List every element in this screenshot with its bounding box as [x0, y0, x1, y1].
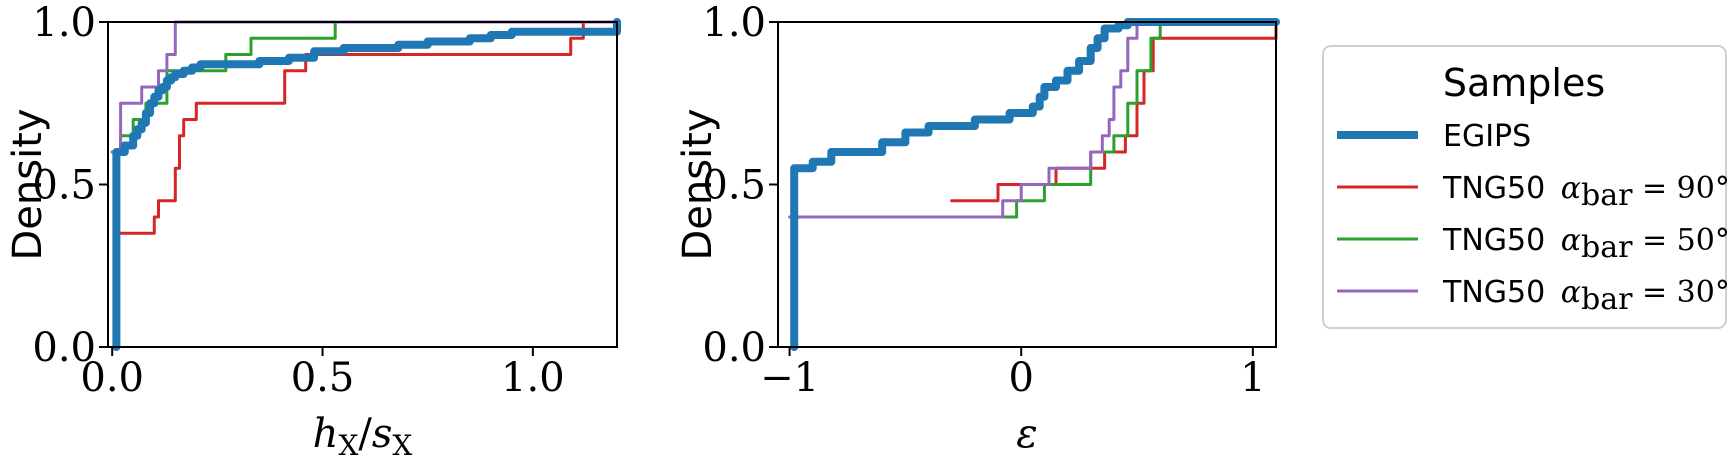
series-line-tng50-3 [788, 20, 1278, 219]
y-tick-label: 1.0 [32, 0, 96, 46]
y-tick-label: 0.5 [32, 163, 96, 209]
y-axis-label: Density [675, 108, 721, 260]
legend-entry-label: TNG50 αbar = 50° [1442, 223, 1730, 265]
x-tick-label: 1 [1240, 355, 1265, 401]
y-tick-label: 0.0 [32, 325, 96, 371]
legend-frame [1322, 45, 1727, 329]
series-line-tng50-3 [110, 20, 619, 154]
x-tick-label: 1.0 [501, 355, 565, 401]
legend-entry-label: TNG50 αbar = 90° [1442, 171, 1730, 213]
x-tick-label: 0.5 [291, 355, 355, 401]
right-panel: 0.0 0.5 1.0 −1 0 1 Density ε [675, 0, 1280, 457]
x-axis-label: ε [1016, 411, 1037, 457]
y-tick-label: 0.0 [702, 325, 766, 371]
x-tick-label: 0 [1008, 355, 1033, 401]
legend-entry-label: EGIPS [1443, 119, 1531, 154]
x-tick-label: −1 [760, 355, 819, 401]
left-panel: 0.0 0.5 1.0 0.0 0.5 1.0 Density hX/sX [5, 0, 621, 461]
y-tick-label: 1.0 [702, 0, 766, 46]
legend: Samples EGIPS TNG50 αbar = 90° TNG50 αbar =… [1322, 45, 1730, 329]
legend-entry-label: TNG50 αbar = 30° [1442, 275, 1730, 317]
series-line-tng50-2 [1001, 20, 1278, 219]
series-line-egips [112, 18, 621, 351]
series-line-tng50-2 [110, 20, 619, 154]
series-line-egips [790, 18, 1280, 351]
series-line-tng50-1 [119, 20, 619, 235]
y-axis-label: Density [5, 108, 51, 260]
y-tick-label: 0.5 [702, 163, 766, 209]
legend-title: Samples [1443, 61, 1605, 105]
x-tick-label: 0.0 [80, 355, 144, 401]
x-axis-label: hX/sX [313, 411, 413, 461]
